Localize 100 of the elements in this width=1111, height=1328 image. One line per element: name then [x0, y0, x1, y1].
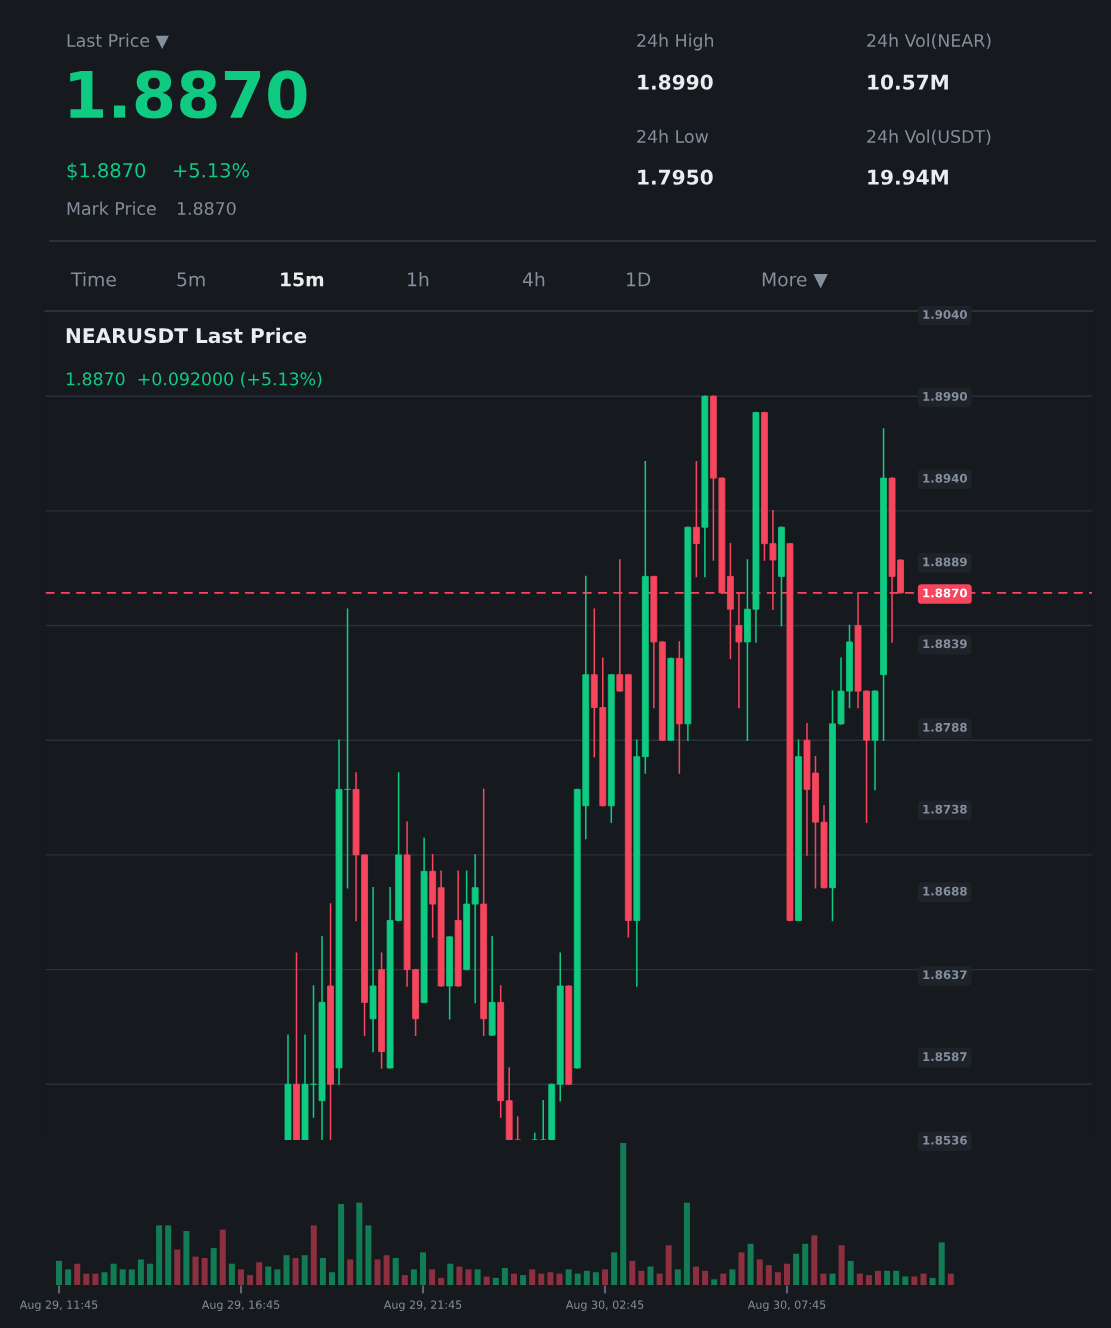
- bar: [802, 1243, 809, 1285]
- text: NEARUSDT Last Price: [66, 327, 307, 344]
- bar: [947, 1273, 954, 1285]
- bar: [592, 1272, 599, 1285]
- bar: [529, 1269, 536, 1285]
- bar: [856, 1273, 863, 1285]
- bar: [228, 1263, 235, 1285]
- bar: [920, 1273, 927, 1285]
- bar: [829, 1273, 836, 1285]
- text: 1D: [627, 272, 651, 287]
- text: 1.7950: [638, 169, 713, 185]
- bar: [747, 1243, 754, 1285]
- y-tick-label: 1.8637: [923, 970, 967, 980]
- bar: [693, 1266, 699, 1285]
- bar: [329, 1272, 335, 1285]
- bar: [611, 1252, 618, 1285]
- bar: [729, 1269, 736, 1285]
- bar: [347, 1259, 354, 1285]
- bar: [374, 1259, 381, 1285]
- bar: [201, 1258, 208, 1285]
- text: 1.8870 +0.092000 (+5.13%): [66, 372, 322, 388]
- bar: [911, 1276, 918, 1285]
- bar: [674, 1269, 681, 1285]
- text: 5m: [177, 272, 205, 287]
- text: 1.8990: [638, 74, 713, 90]
- bar: [401, 1275, 408, 1285]
- bar: [292, 1258, 299, 1285]
- bar: [392, 1258, 399, 1285]
- bar: [638, 1270, 645, 1285]
- x-tick-label: Aug 29, 21:45: [383, 1300, 462, 1312]
- bar: [183, 1231, 190, 1285]
- bar: [875, 1270, 881, 1285]
- text: Time: [70, 271, 116, 287]
- bar: [656, 1273, 663, 1285]
- bar: [338, 1204, 345, 1285]
- bar: [238, 1269, 244, 1285]
- bar: [820, 1273, 827, 1285]
- y-tick-label: 1.8688: [923, 886, 967, 896]
- text: +5.13%: [174, 162, 249, 178]
- bar: [902, 1276, 909, 1285]
- bar: [583, 1270, 590, 1285]
- bar: [574, 1273, 581, 1285]
- bar: [301, 1255, 308, 1285]
- bar: [356, 1202, 363, 1285]
- bar: [420, 1252, 426, 1285]
- y-tick-label: 1.8839: [923, 639, 967, 649]
- bar: [847, 1260, 854, 1285]
- bar: [128, 1269, 135, 1285]
- bar: [137, 1259, 144, 1285]
- bar: [483, 1276, 490, 1285]
- bar: [547, 1272, 554, 1285]
- bar: [838, 1245, 845, 1285]
- bar: [210, 1248, 217, 1285]
- text: 24h Vol(NEAR): [867, 33, 991, 50]
- bar: [756, 1259, 763, 1285]
- bar: [474, 1269, 481, 1285]
- bar: [365, 1225, 372, 1285]
- ref-line-label: 1.8870: [923, 588, 967, 598]
- bar: [501, 1267, 508, 1285]
- y-tick-label: 1.8788: [923, 722, 967, 732]
- y-tick-label: 1.8940: [923, 473, 967, 483]
- bar: [774, 1272, 781, 1285]
- y-tick-label: 1.8587: [923, 1052, 967, 1062]
- bar: [647, 1266, 654, 1285]
- text: 24h High: [637, 33, 714, 51]
- y-tick-label: 1.8738: [923, 804, 967, 814]
- bar: [665, 1245, 672, 1285]
- bar: [720, 1273, 727, 1285]
- bar: [147, 1263, 153, 1285]
- bar: [865, 1275, 872, 1285]
- bar: [119, 1269, 126, 1285]
- text: Last Price ▼: [67, 33, 169, 49]
- bar: [438, 1277, 445, 1285]
- bar: [283, 1255, 290, 1285]
- bar: [192, 1256, 199, 1285]
- bar: [174, 1249, 181, 1285]
- bar: [538, 1273, 545, 1285]
- bar: [492, 1277, 499, 1285]
- bar: [56, 1260, 62, 1285]
- bar: [765, 1265, 772, 1285]
- text: 1h: [408, 271, 429, 287]
- x-tick-label: Aug 29, 16:45: [201, 1300, 280, 1312]
- candlestick: [514, 1116, 522, 1140]
- bar: [65, 1269, 72, 1285]
- bar: [256, 1262, 263, 1285]
- y-tick-label: 1.8990: [923, 391, 967, 401]
- bar: [602, 1269, 608, 1285]
- text: More ▼: [762, 272, 828, 289]
- bar: [101, 1272, 108, 1285]
- bar: [884, 1270, 891, 1285]
- text: 15m: [281, 272, 324, 287]
- text: 10.57M: [868, 74, 948, 90]
- bar: [565, 1269, 572, 1285]
- bar: [310, 1225, 317, 1285]
- x-tick-label: Aug 30, 07:45: [747, 1300, 826, 1312]
- bar: [447, 1263, 454, 1285]
- candlestick: [471, 854, 479, 1004]
- bar: [83, 1273, 90, 1285]
- bar: [938, 1242, 945, 1285]
- bar: [274, 1269, 281, 1285]
